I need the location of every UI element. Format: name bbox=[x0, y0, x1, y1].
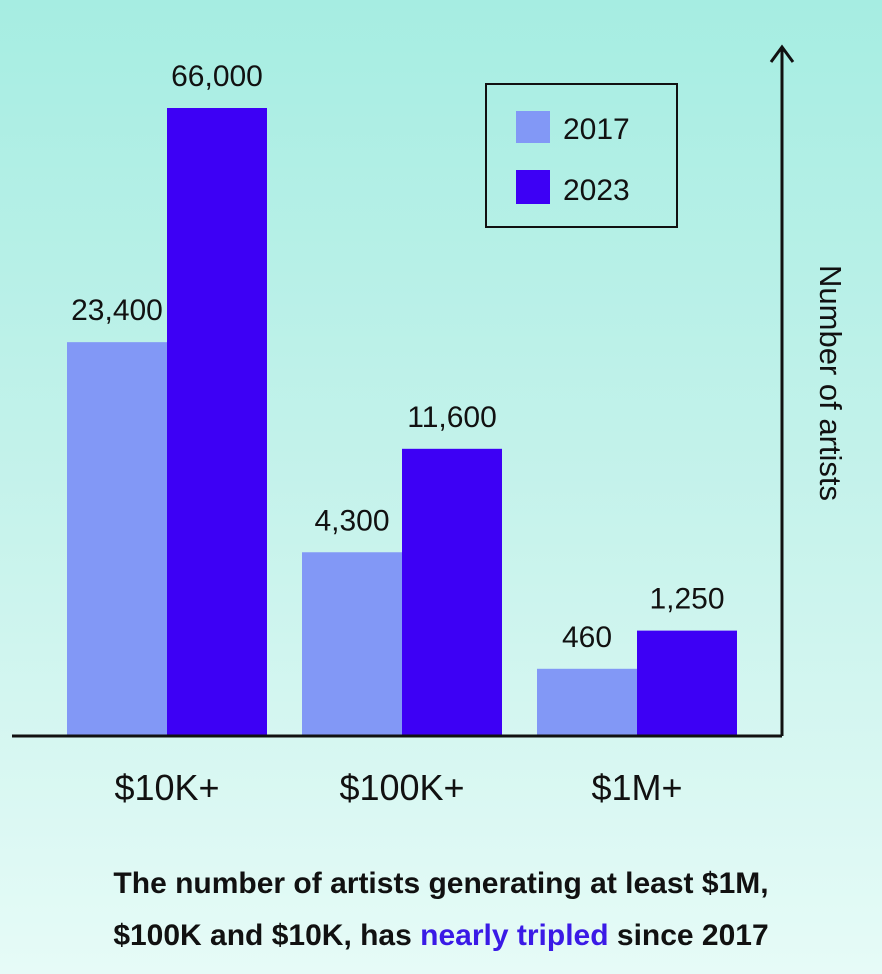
x-tick-label-10k: $10K+ bbox=[114, 767, 219, 808]
bar-2017-100k bbox=[302, 552, 402, 736]
chart-caption: The number of artists generating at leas… bbox=[0, 858, 882, 962]
bar-chart: 23,400 66,000 4,300 11,600 460 1,250 $10K+ $10… bbox=[12, 44, 848, 808]
legend-label-2017: 2017 bbox=[563, 113, 630, 146]
legend-label-2023: 2023 bbox=[563, 174, 630, 207]
x-tick-label-100k: $100K+ bbox=[339, 767, 464, 808]
caption-line-2: $100K and $10K, has nearly tripled since… bbox=[0, 910, 882, 962]
caption-highlight: nearly tripled bbox=[420, 919, 609, 952]
bar-2017-1m bbox=[537, 668, 637, 736]
value-label-2023-1m: 1,250 bbox=[649, 583, 724, 616]
bar-2023-100k bbox=[402, 448, 502, 736]
legend-swatch-2023 bbox=[516, 170, 550, 204]
y-axis-arrow-icon bbox=[769, 44, 795, 63]
value-label-2017-10k: 23,400 bbox=[71, 294, 163, 327]
value-label-2017-1m: 460 bbox=[562, 621, 612, 654]
x-tick-label-1m: $1M+ bbox=[591, 767, 682, 808]
y-axis-label: Number of artists bbox=[813, 265, 848, 501]
legend: 2017 2023 bbox=[485, 83, 678, 228]
legend-box bbox=[485, 83, 678, 228]
caption-line-1: The number of artists generating at leas… bbox=[113, 867, 769, 900]
bar-2023-10k bbox=[167, 108, 267, 736]
value-label-2017-100k: 4,300 bbox=[314, 504, 389, 537]
bar-2023-1m bbox=[637, 630, 737, 736]
bar-2017-10k bbox=[67, 342, 167, 736]
value-label-2023-10k: 66,000 bbox=[171, 60, 263, 93]
caption-line-2-suffix: since 2017 bbox=[608, 919, 769, 952]
caption-line-2-prefix: $100K and $10K, has bbox=[113, 919, 421, 952]
legend-swatch-2017 bbox=[516, 111, 550, 143]
value-label-2023-100k: 11,600 bbox=[407, 401, 497, 434]
